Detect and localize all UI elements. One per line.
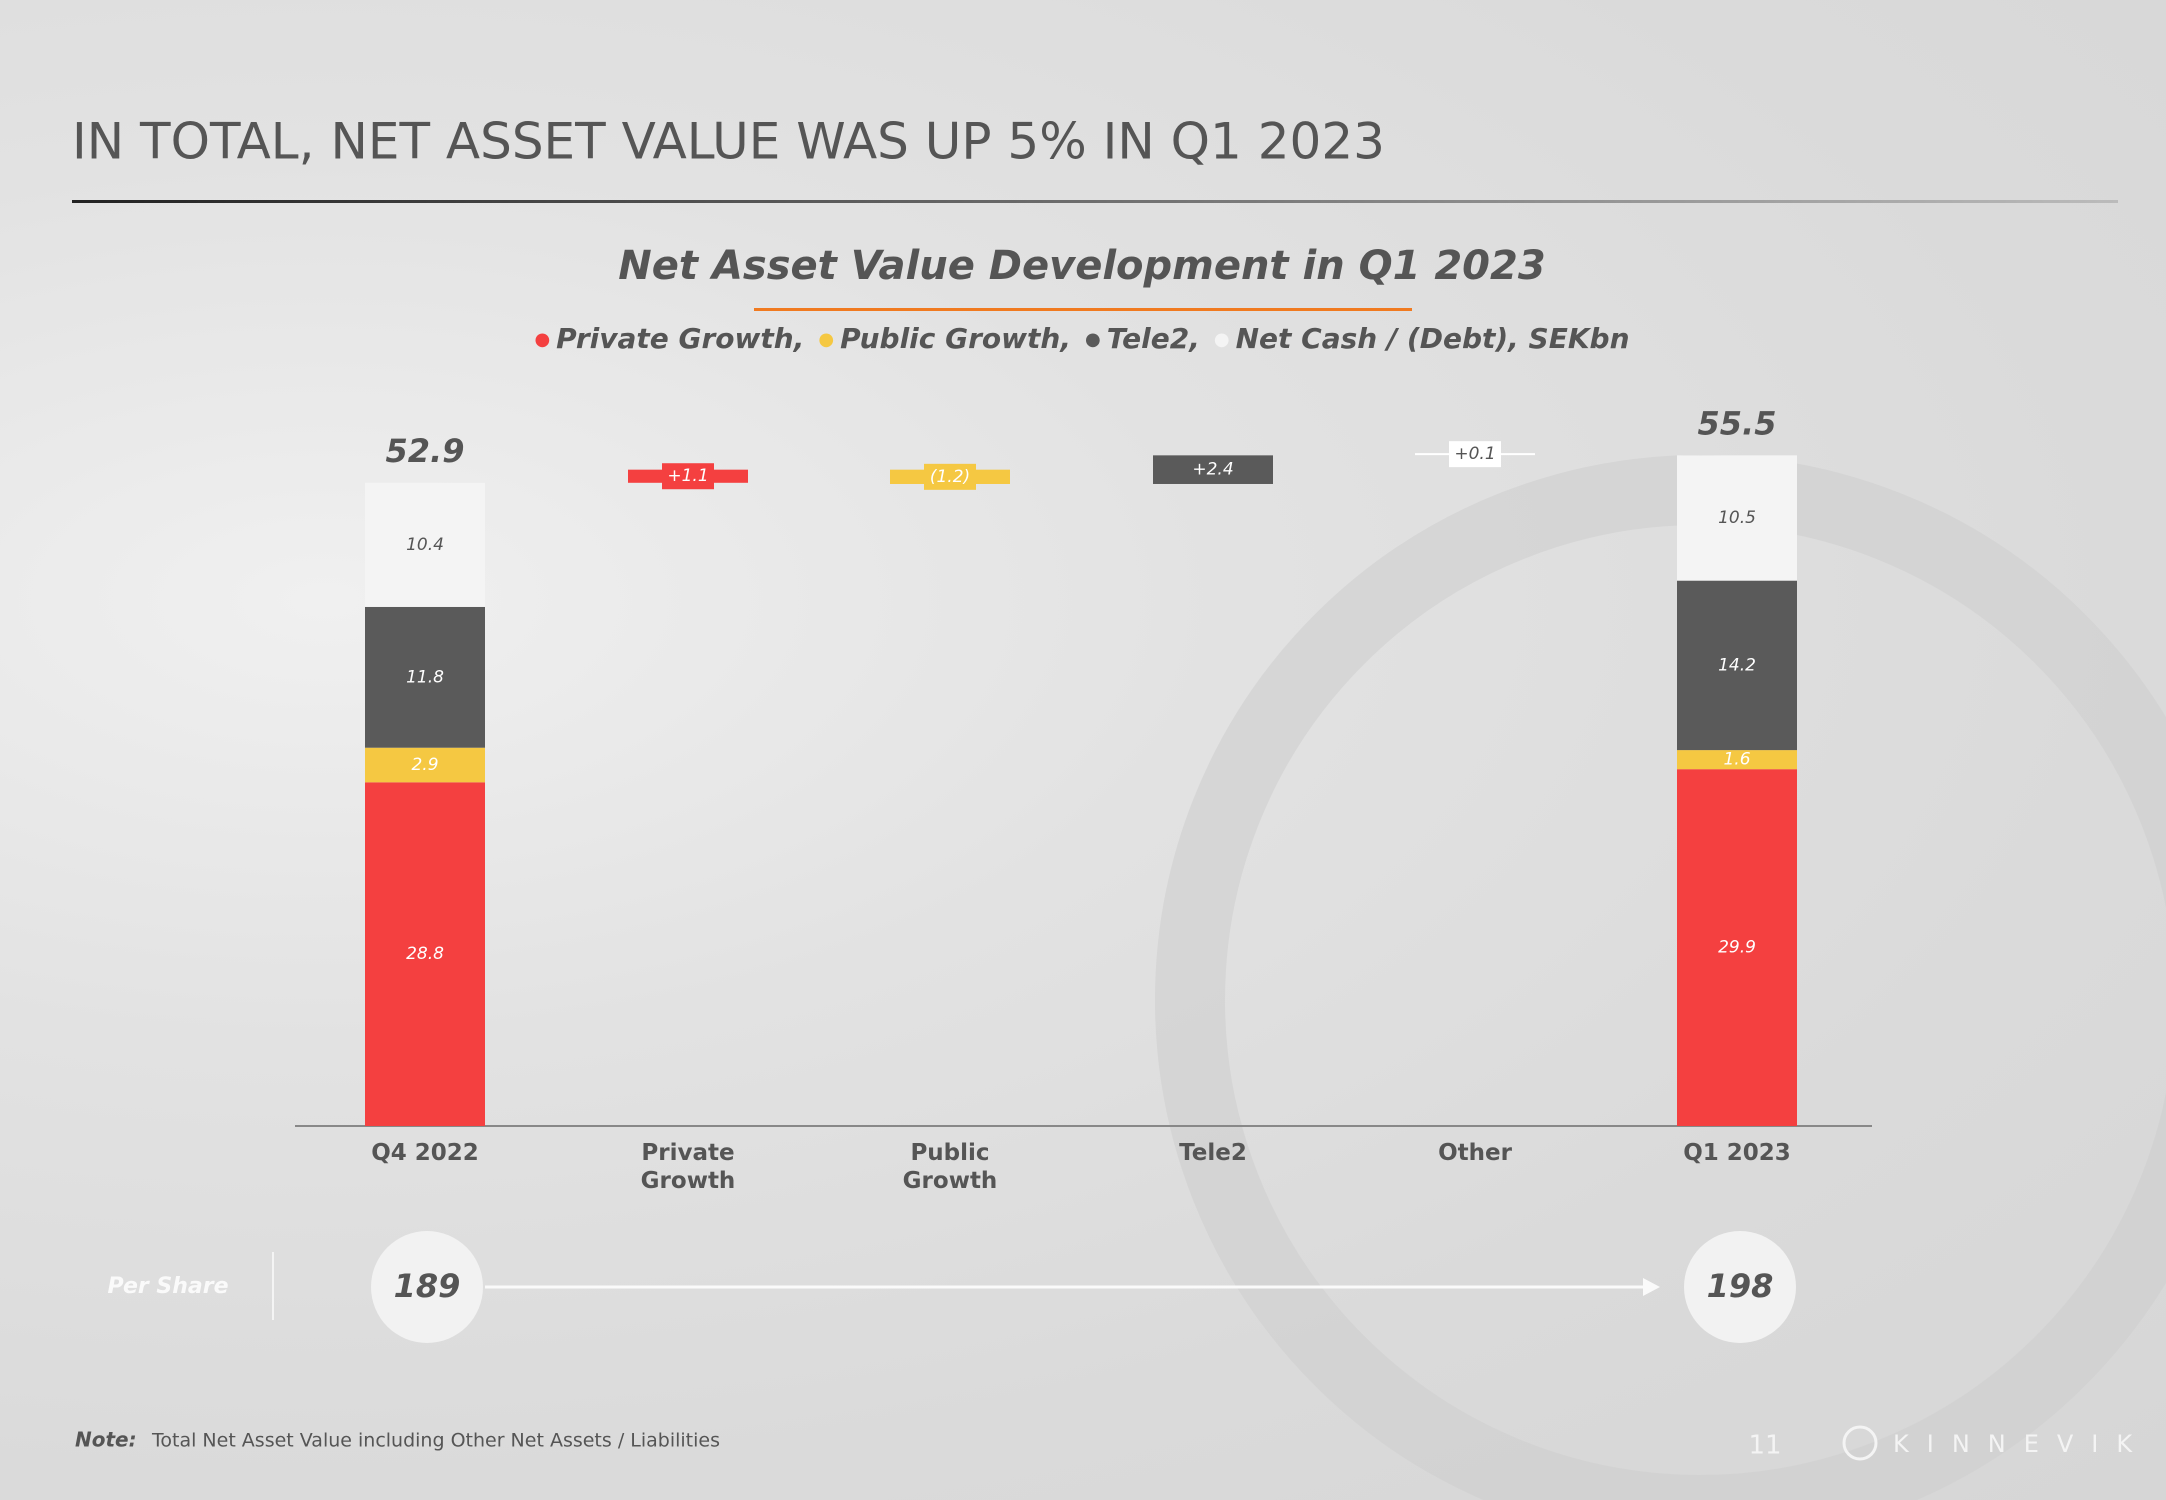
segment-label: 29.9 [1718, 938, 1756, 958]
legend: ● Private Growth, ● Public Growth, ● Tele2, ● N… [534, 322, 1629, 355]
legend-label: Net Cash / (Debt), SEKbn [1236, 322, 1630, 355]
segment-label: 28.8 [406, 944, 444, 964]
segment-label: 10.4 [406, 535, 444, 555]
bar-segment [1677, 750, 1797, 770]
segment-label: 14.2 [1718, 655, 1756, 675]
segment-label: 1.6 [1723, 750, 1750, 770]
arrow-head [1643, 1278, 1660, 1296]
per-share-label: Per Share [107, 1274, 228, 1299]
legend-marker: ● [1214, 329, 1230, 350]
x-tick-label: Q4 2022 [371, 1140, 479, 1166]
title-rule [72, 200, 2118, 203]
note-label: Note: [75, 1428, 137, 1452]
x-tick-label: Tele2 [1179, 1140, 1247, 1166]
legend-label: Private Growth, [556, 322, 804, 355]
change-label-box [1449, 441, 1501, 468]
bar-segment [365, 482, 485, 607]
change-label-box [924, 463, 976, 490]
per-share-circle [1684, 1231, 1796, 1343]
segment-label: 2.9 [411, 755, 438, 775]
change-label-box [662, 463, 714, 490]
segment-label: 10.5 [1718, 508, 1756, 528]
change-label: +0.1 [1454, 444, 1495, 464]
note: Total Net Asset Value including Other Ne… [151, 1430, 720, 1452]
x-tick-label: Other [1438, 1140, 1512, 1166]
per-share-value: 189 [394, 1267, 461, 1305]
bar-segment [365, 747, 485, 783]
total-label: 52.9 [386, 432, 465, 470]
bar-segment [1677, 455, 1797, 581]
x-tick-label: Private Growth [640, 1140, 736, 1194]
per-share-circle [371, 1231, 483, 1343]
change-label: (1.2) [930, 467, 970, 487]
chart-title: Net Asset Value Development in Q1 2023 [618, 243, 1545, 289]
legend-label: Tele2, [1107, 322, 1200, 355]
legend-label: Public Growth, [840, 322, 1071, 355]
bar-segment [1677, 580, 1797, 751]
title-underline [754, 308, 1412, 311]
brand-logo [1842, 1425, 1878, 1461]
legend-marker: ● [1085, 329, 1101, 350]
change-label: +2.4 [1192, 460, 1233, 480]
segment-label: 11.8 [406, 667, 444, 687]
bar-segment [365, 606, 485, 748]
slide-title: IN TOTAL, NET ASSET VALUE WAS UP 5% IN Q… [72, 113, 1385, 171]
per-share-value: 198 [1707, 1267, 1774, 1305]
legend-marker: ● [818, 329, 834, 350]
bar-segment [1677, 769, 1797, 1126]
brand: KINNEVIK [1893, 1430, 2150, 1458]
page-number: 11 [1748, 1431, 1781, 1461]
x-tick-label: Public Growth [902, 1140, 998, 1194]
bar-segment [365, 782, 485, 1126]
legend-marker: ● [534, 329, 550, 350]
change-label: +1.1 [667, 466, 708, 486]
total-label: 55.5 [1698, 404, 1777, 442]
x-tick-label: Q1 2023 [1683, 1140, 1791, 1166]
change-label-box [1187, 456, 1239, 483]
